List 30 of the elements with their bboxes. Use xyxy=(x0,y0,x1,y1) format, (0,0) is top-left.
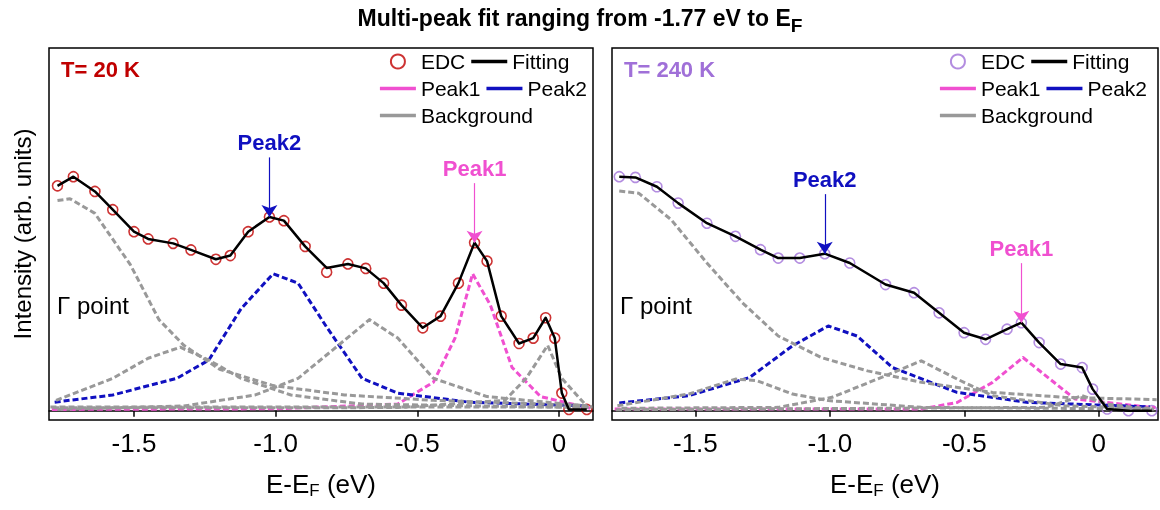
annotation: Peak2 xyxy=(237,129,302,155)
annotation: Peak1 xyxy=(442,155,507,181)
x-axis-title: E-EF (eV) xyxy=(266,469,376,500)
chart-subtitle: T= 20 K xyxy=(61,56,140,82)
x-tick-label: 0 xyxy=(1091,428,1107,458)
x-tick-label: -1.0 xyxy=(807,428,853,458)
chart-subtitle: T= 240 K xyxy=(624,56,716,82)
x-tick-label: -0.5 xyxy=(941,428,987,458)
x-axis-title: E-EF (eV) xyxy=(830,469,940,500)
chart-title: Multi-peak fit ranging from -1.77 eV to E$_{F}$ xyxy=(356,4,804,38)
x-tick-label: -1.0 xyxy=(253,428,299,458)
annotation: Peak1 xyxy=(989,235,1054,261)
legend-label: Peak1 xyxy=(420,77,481,100)
legend-label: Peak2 xyxy=(527,77,587,100)
x-tick-label: -0.5 xyxy=(394,428,440,458)
legend-label: Peak2 xyxy=(1087,77,1147,100)
legend-label: Fitting xyxy=(512,50,570,73)
legend-label: Background xyxy=(420,104,533,127)
legend-label: EDC xyxy=(980,50,1026,73)
legend-label: EDC xyxy=(420,50,466,73)
legend-label: Peak1 xyxy=(980,77,1041,100)
legend-label: Fitting xyxy=(1072,50,1130,73)
x-tick-label: -1.5 xyxy=(672,428,718,458)
x-tick-label: 0 xyxy=(551,428,567,458)
legend-label: Background xyxy=(980,104,1093,127)
y-axis-title: Intensity (arb. units) xyxy=(8,128,36,340)
annotation: Γ point xyxy=(57,292,130,320)
annotation: Γ point xyxy=(620,292,693,320)
annotation: Peak2 xyxy=(792,166,857,192)
x-tick-label: -1.5 xyxy=(111,428,157,458)
